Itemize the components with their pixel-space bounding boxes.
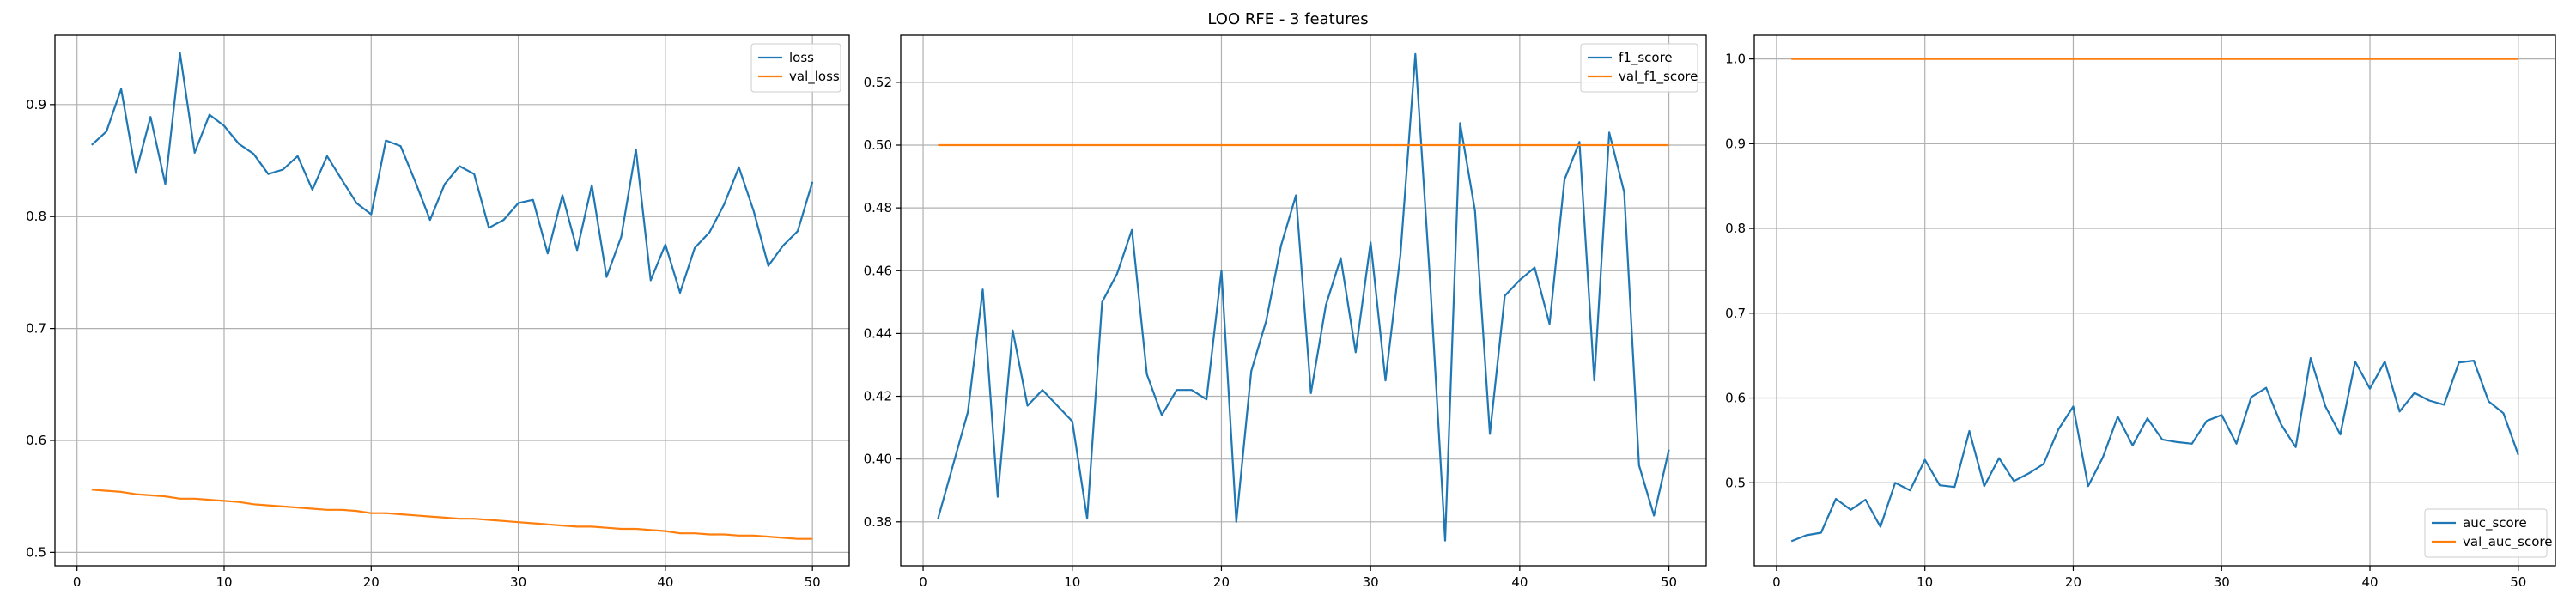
legend-box <box>2424 508 2548 558</box>
x-tick-label-2: 20 <box>363 574 380 590</box>
figure-title: LOO RFE - 3 features <box>1207 10 1368 28</box>
x-tick-label-4: 40 <box>1511 574 1528 590</box>
x-tick-label-5: 50 <box>2510 574 2526 590</box>
x-tick-label-3: 30 <box>510 574 526 590</box>
axes-frame <box>900 34 1707 567</box>
series-line-auc_score <box>1790 357 2519 543</box>
y-tick-label-5: 1.0 <box>1725 52 1746 67</box>
legend: f1_score val_f1_score <box>1580 43 1698 93</box>
x-tick-label-0: 0 <box>1772 574 1781 590</box>
y-tick-label-0: 0.38 <box>864 514 892 530</box>
y-tick-label-2: 0.7 <box>26 321 46 337</box>
legend: loss val_loss <box>750 43 841 93</box>
x-tick-label-0: 0 <box>919 574 927 590</box>
y-tick-label-2: 0.7 <box>1725 306 1746 321</box>
x-tick-label-4: 40 <box>2361 574 2378 590</box>
x-tick-label-2: 20 <box>1213 574 1230 590</box>
y-tick-label-1: 0.6 <box>1725 391 1746 406</box>
x-tick-label-1: 10 <box>1917 574 1933 590</box>
x-tick-label-1: 10 <box>1064 574 1080 590</box>
y-tick-label-4: 0.9 <box>1725 136 1746 151</box>
y-tick-label-6: 0.50 <box>864 137 892 153</box>
series-line-f1_score <box>937 52 1670 542</box>
subplots: 0 10 20 30 40 50 0.5 0.6 0.7 0.8 0.9 loss val_loss 0 1… <box>26 34 2556 590</box>
y-tick-label-5: 0.48 <box>864 200 892 216</box>
legend-label-val_f1_score: val_f1_score <box>1619 69 1698 85</box>
axes-frame <box>1753 34 2556 567</box>
legend-label-val_auc_score: val_auc_score <box>2463 534 2553 550</box>
y-tick-label-2: 0.42 <box>864 389 892 404</box>
y-tick-label-4: 0.9 <box>26 97 46 112</box>
legend-label-val_loss: val_loss <box>789 69 840 85</box>
y-tick-label-0: 0.5 <box>26 544 46 560</box>
y-tick-label-4: 0.46 <box>864 263 892 278</box>
legend-label-auc_score: auc_score <box>2463 515 2527 531</box>
legend-box <box>1580 43 1698 93</box>
y-tick-label-0: 0.5 <box>1725 475 1746 490</box>
x-tick-label-3: 30 <box>1363 574 1379 590</box>
series-line-val_loss <box>91 489 813 540</box>
y-tick-label-3: 0.44 <box>864 325 892 341</box>
subplot-1: 0 10 20 30 40 50 0.5 0.6 0.7 0.8 0.9 loss val_loss <box>26 34 850 590</box>
x-tick-label-0: 0 <box>73 574 82 590</box>
legend: auc_score val_auc_score <box>2424 508 2553 558</box>
legend-label-loss: loss <box>789 50 814 65</box>
y-tick-label-1: 0.6 <box>26 433 46 448</box>
subplot-2: 0 10 20 30 40 50 0.38 0.40 0.42 0.44 0.46 0.48 0.50 0… <box>864 34 1707 590</box>
y-tick-label-3: 0.8 <box>1725 221 1746 236</box>
y-tick-label-1: 0.40 <box>864 452 892 467</box>
axes-frame <box>54 34 850 567</box>
legend-box <box>750 43 841 93</box>
subplot-3: 0 10 20 30 40 50 0.5 0.6 0.7 0.8 0.9 1.0 auc_scoreva… <box>1725 34 2556 590</box>
x-tick-label-1: 10 <box>216 574 232 590</box>
x-tick-label-4: 40 <box>657 574 673 590</box>
x-tick-label-3: 30 <box>2214 574 2230 590</box>
y-tick-label-7: 0.52 <box>864 75 892 90</box>
y-tick-label-3: 0.8 <box>26 209 46 224</box>
legend-label-f1_score: f1_score <box>1619 50 1673 66</box>
x-tick-label-5: 50 <box>805 574 821 590</box>
series-line-loss <box>91 52 814 294</box>
x-tick-label-2: 20 <box>2065 574 2081 590</box>
x-tick-label-5: 50 <box>1661 574 1677 590</box>
